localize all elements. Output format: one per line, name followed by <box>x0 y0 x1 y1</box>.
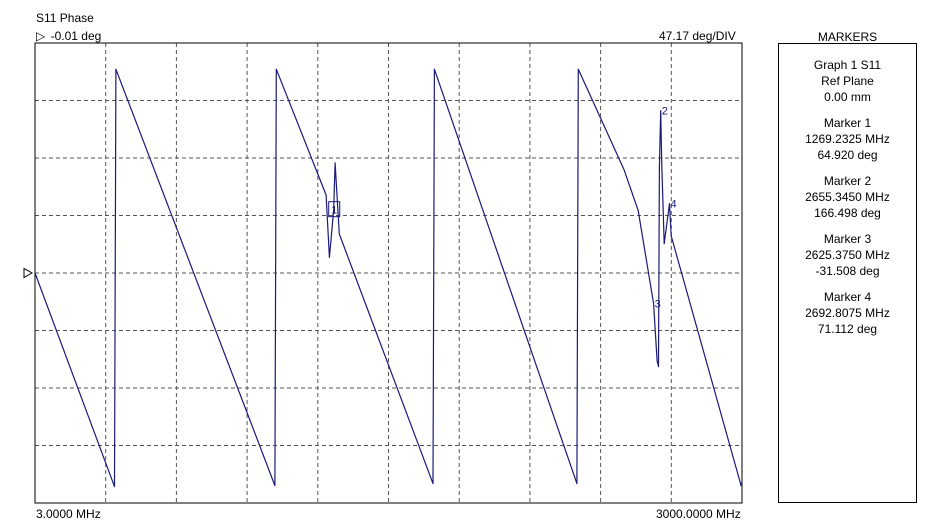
reference-arrow-icon: ▷ <box>36 29 46 43</box>
marker-label-2: 2 <box>662 106 668 118</box>
plot-grid <box>35 43 742 503</box>
marker-frequency: 1269.2325 MHz <box>805 132 890 146</box>
marker-value: 71.112 deg <box>817 322 878 336</box>
marker-label: Marker 4 <box>823 290 872 304</box>
reference-indicator: ▷ -0.01 deg <box>36 29 101 43</box>
x-start-label: 3.0000 MHz <box>36 507 101 521</box>
marker-value: -31.508 deg <box>815 264 880 278</box>
reference-level-indicator <box>23 267 34 279</box>
marker-label-1: 1 <box>331 205 337 217</box>
scale-label: 47.17 deg/DIV <box>659 29 736 43</box>
marker-box-1 <box>328 201 341 218</box>
reference-level-arrow-icon <box>23 267 34 279</box>
graph-name: Graph 1 S11 <box>813 58 882 72</box>
reference-value: -0.01 deg <box>50 29 102 43</box>
trace-layer <box>34 68 743 488</box>
chart-title: S11 Phase <box>36 11 94 25</box>
marker-label-3: 3 <box>655 299 661 311</box>
markers-panel: Graph 1 S11 Ref Plane 0.00 mm Marker 1 1… <box>778 43 917 503</box>
marker-frequency: 2655.3450 MHz <box>805 190 890 204</box>
marker-4-readout: Marker 4 2692.8075 MHz 71.112 deg <box>779 289 916 337</box>
ref-plane-label: Ref Plane <box>821 74 874 88</box>
marker-label: Marker 3 <box>823 232 872 246</box>
marker-value: 64.920 deg <box>817 148 878 162</box>
marker-layer: 1 2 3 4 <box>328 106 677 311</box>
ref-plane-value: 0.00 mm <box>824 90 871 104</box>
marker-frequency: 2625.3750 MHz <box>805 248 890 262</box>
marker-frequency: 2692.8075 MHz <box>805 306 890 320</box>
marker-2-readout: Marker 2 2655.3450 MHz 166.498 deg <box>779 173 916 221</box>
marker-label: Marker 1 <box>823 116 872 130</box>
marker-1-readout: Marker 1 1269.2325 MHz 64.920 deg <box>779 115 916 163</box>
marker-label-4: 4 <box>671 199 677 211</box>
marker-value: 166.498 deg <box>814 206 881 220</box>
marker-label: Marker 2 <box>823 174 872 188</box>
markers-heading: MARKERS <box>817 30 878 44</box>
trace-line-1 <box>34 68 743 488</box>
marker-3-readout: Marker 3 2625.3750 MHz -31.508 deg <box>779 231 916 279</box>
graph-info: Graph 1 S11 Ref Plane 0.00 mm <box>779 57 916 105</box>
x-stop-label: 3000.0000 MHz <box>656 507 741 521</box>
